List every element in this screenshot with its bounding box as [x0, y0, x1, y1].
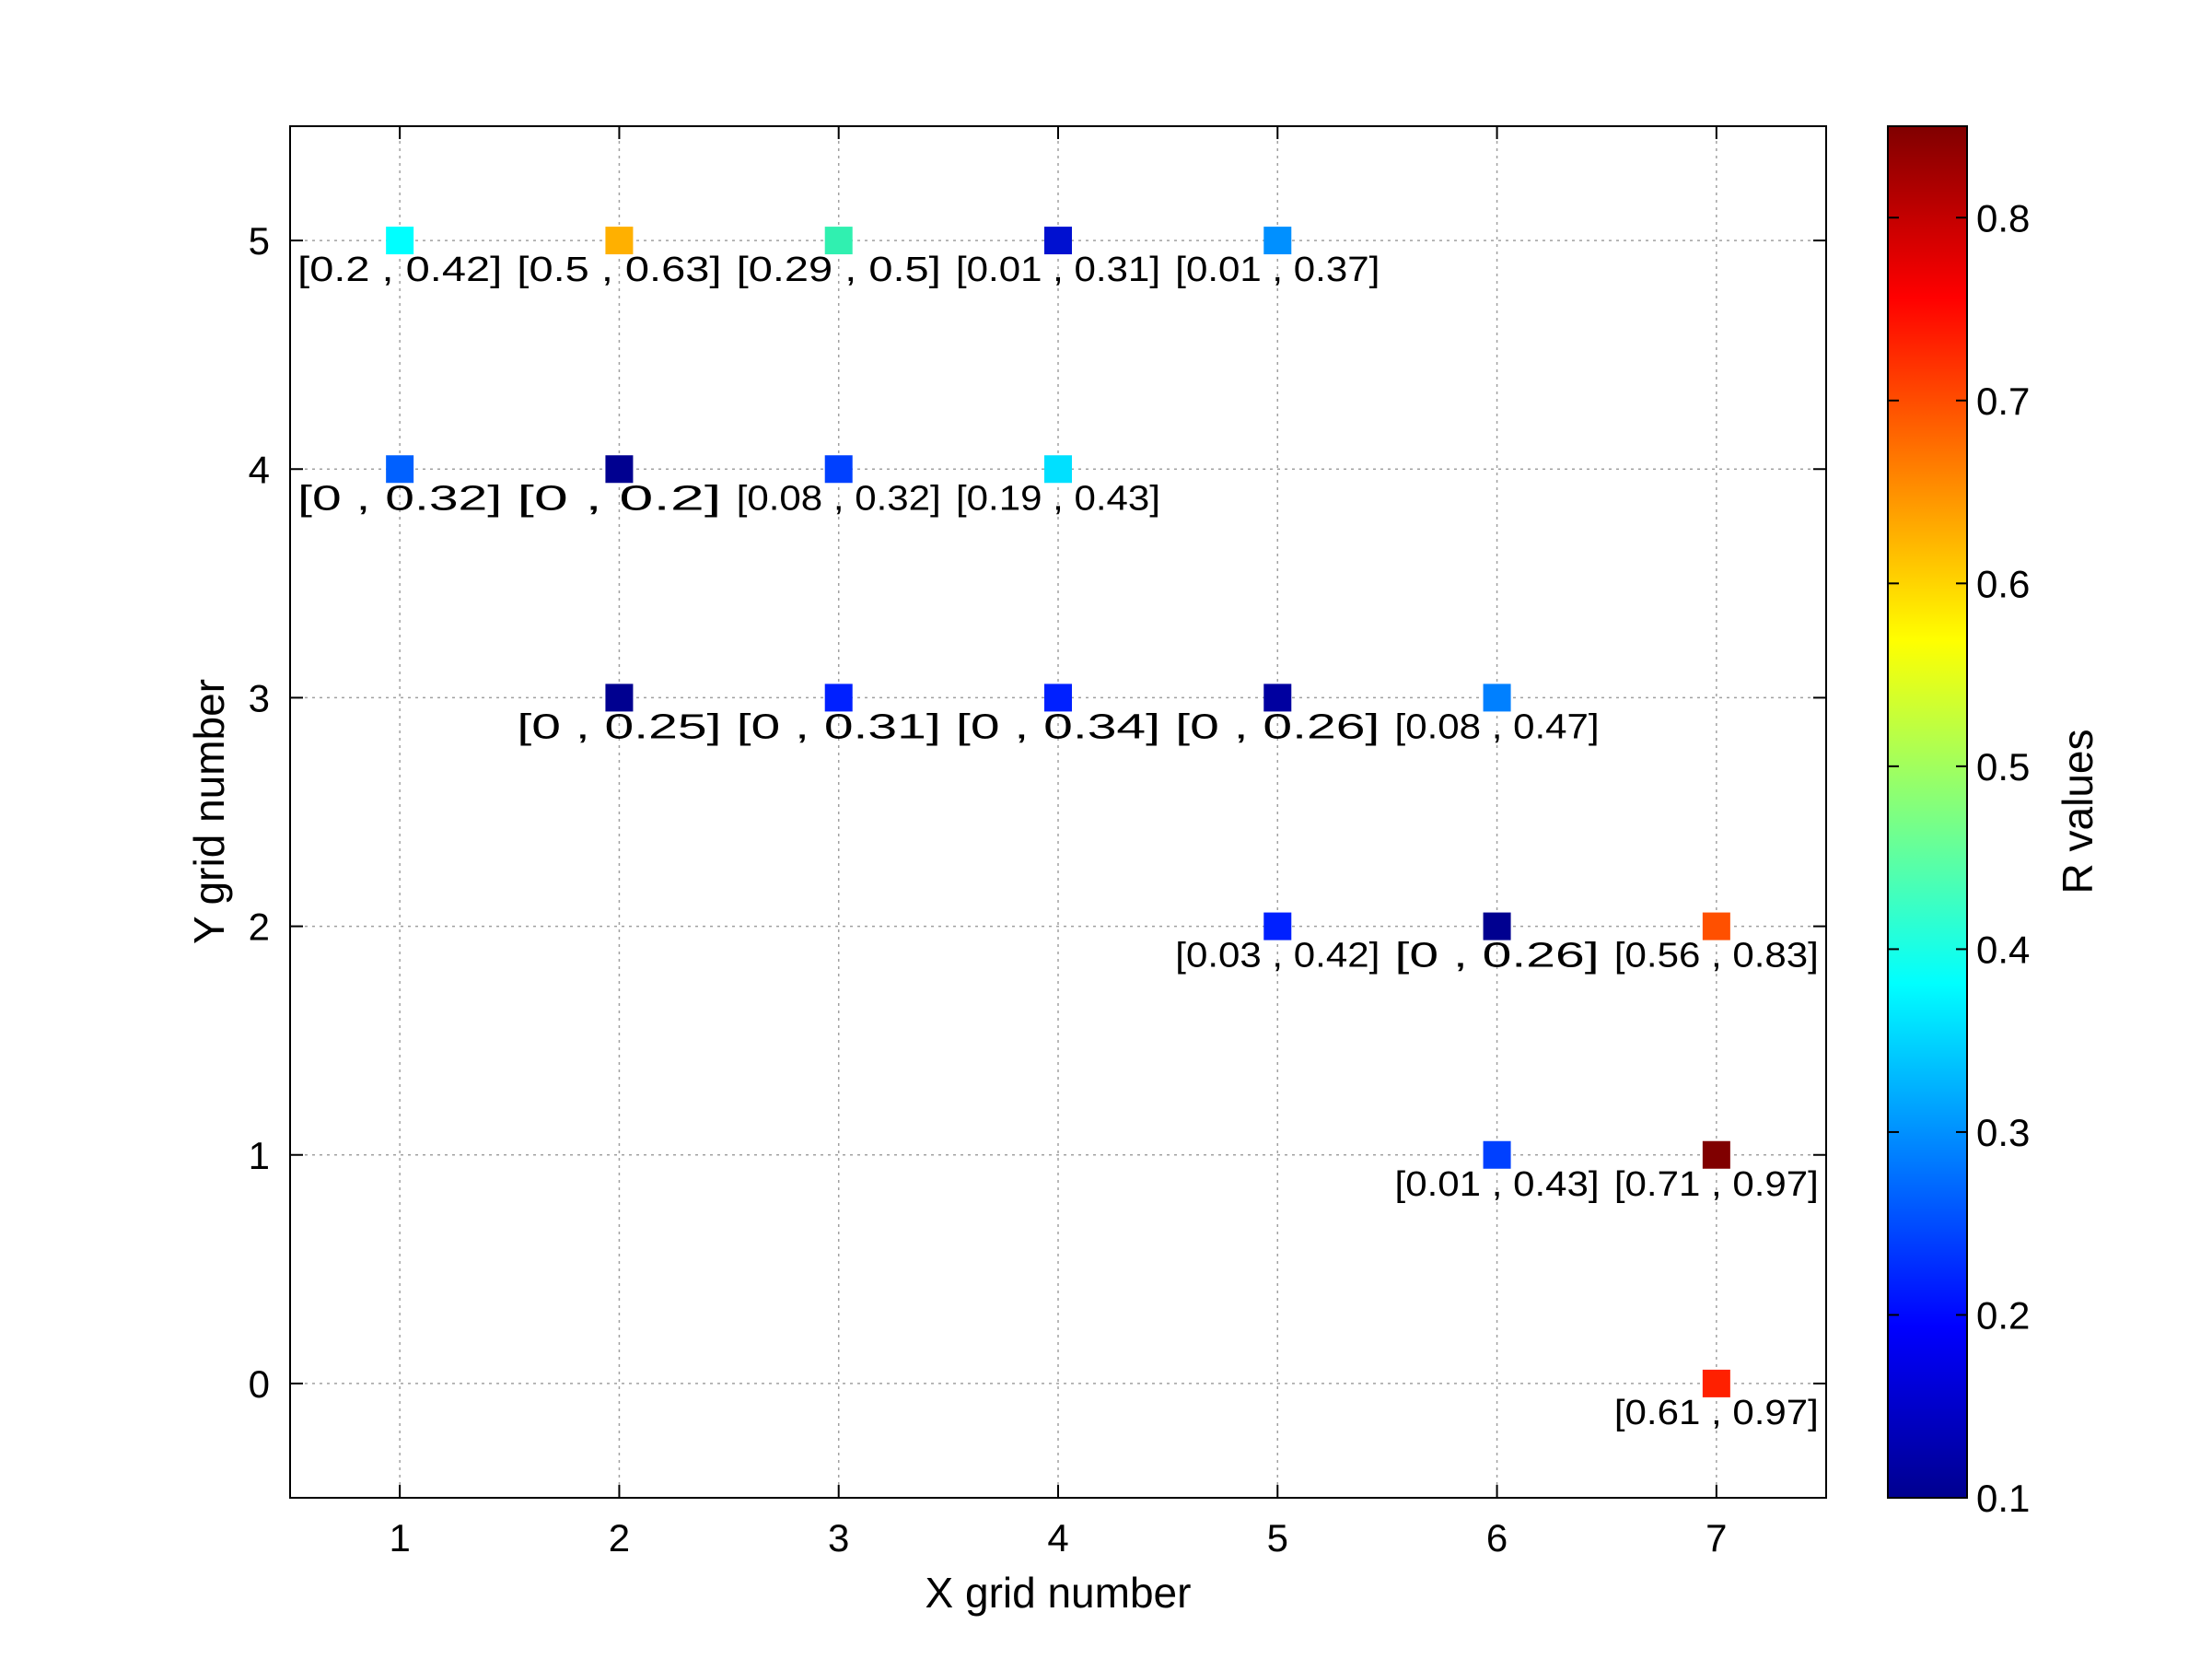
colorbar-gradient [1887, 125, 1968, 1499]
y-tick-label: 0 [249, 1362, 270, 1406]
data-label: [0.61 , 0.97] [1614, 1394, 1819, 1432]
data-point [386, 455, 414, 484]
data-label: [0.01 , 0.37] [1175, 251, 1380, 289]
axis-ticks: 1 2 3 4 5 6 7 0 1 2 3 4 5 [249, 126, 1826, 1560]
colorbar-tick-label: 0.5 [1976, 745, 2030, 789]
data-label: [0.56 , 0.83] [1614, 937, 1819, 976]
x-tick-label: 7 [1706, 1516, 1727, 1560]
data-label: [0.01 , 0.43] [1395, 1165, 1600, 1204]
data-label: [0.03 , 0.42] [1175, 937, 1380, 976]
colorbar-ticks: 0.1 0.2 0.3 0.4 0.5 0.6 0.7 0.8 [1888, 196, 2030, 1520]
data-point [824, 683, 853, 712]
colorbar-tick-label: 0.8 [1976, 196, 2030, 240]
colorbar-tick-label: 0.1 [1976, 1477, 2030, 1520]
data-label: [0.08 , 0.47] [1395, 707, 1600, 746]
data-label: [0.5 , 0.63] [517, 251, 721, 289]
data-point [824, 455, 853, 484]
data-label: [0 , 0.34] [956, 707, 1160, 746]
data-label: [0 , 0.26] [1175, 707, 1380, 746]
data-point [824, 227, 853, 255]
data-label: [0.29 , 0.5] [737, 251, 941, 289]
y-tick-label: 5 [249, 219, 270, 263]
x-tick-label: 3 [828, 1516, 849, 1560]
data-point [605, 683, 634, 712]
data-label: [0.2 , 0.42] [297, 251, 502, 289]
colorbar: 0.1 0.2 0.3 0.4 0.5 0.6 0.7 0.8 R values [1887, 125, 2101, 1520]
x-tick-label: 5 [1267, 1516, 1288, 1560]
x-tick-label: 6 [1486, 1516, 1508, 1560]
y-tick-label: 1 [249, 1134, 270, 1177]
grid-lines [290, 126, 1826, 1498]
y-tick-label: 2 [249, 905, 270, 949]
data-point [1702, 1369, 1730, 1397]
data-point [605, 227, 634, 255]
data-label: [0 , 0.31] [737, 707, 941, 746]
colorbar-tick-label: 0.4 [1976, 928, 2030, 971]
data-label: [0 , 0.32] [297, 479, 502, 518]
data-point [1044, 683, 1072, 712]
data-label: [0 , 0.26] [1395, 937, 1600, 976]
data-label: [0.71 , 0.97] [1614, 1165, 1819, 1204]
data-point [386, 227, 414, 255]
data-label: [0 , 0.2] [517, 479, 721, 518]
x-tick-label: 1 [389, 1516, 410, 1560]
data-point [1044, 227, 1072, 255]
data-points [386, 227, 1730, 1397]
colorbar-tick-label: 0.3 [1976, 1111, 2030, 1154]
y-axis-label: Y grid number [185, 679, 233, 944]
y-tick-label: 3 [249, 676, 270, 719]
data-label: [0.19 , 0.43] [956, 479, 1160, 518]
colorbar-tick-label: 0.2 [1976, 1293, 2030, 1337]
data-point [1483, 1140, 1511, 1169]
colorbar-tick-label: 0.6 [1976, 562, 2030, 605]
data-label: [0 , 0.25] [517, 707, 721, 746]
colorbar-label: R values [2054, 730, 2101, 894]
x-tick-label: 2 [609, 1516, 630, 1560]
data-point [1263, 683, 1292, 712]
colorbar-tick-label: 0.7 [1976, 380, 2030, 423]
data-point [1044, 455, 1072, 484]
data-point [605, 455, 634, 484]
y-tick-label: 4 [249, 448, 270, 491]
data-point [1702, 1140, 1730, 1169]
data-point [1483, 683, 1511, 712]
data-point [1483, 912, 1511, 940]
x-axis-label: X grid number [926, 1569, 1192, 1617]
data-point [1263, 912, 1292, 940]
x-tick-label: 4 [1047, 1516, 1068, 1560]
data-label: [0.08 , 0.32] [737, 479, 941, 518]
data-labels: [0.2 , 0.42] [0.5 , 0.63] [0.29 , 0.5] [0.0… [297, 251, 1819, 1432]
data-point [1702, 912, 1730, 940]
data-label: [0.01 , 0.31] [956, 251, 1160, 289]
data-point [1263, 227, 1292, 255]
